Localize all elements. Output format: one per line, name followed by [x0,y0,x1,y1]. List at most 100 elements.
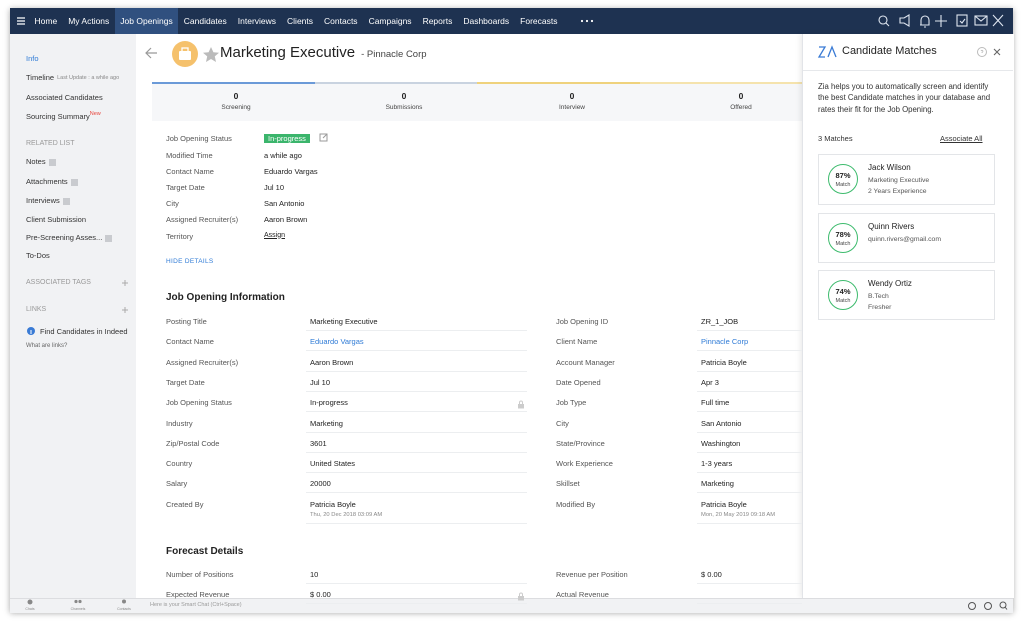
field-label: Contact Name [166,166,214,176]
sidebar-add-icons[interactable] [120,278,130,318]
field-label: Modified By [556,499,596,509]
edit-icon[interactable] [319,133,329,143]
footer-tab[interactable]: Contacts [117,607,131,612]
related-label[interactable]: Attachments [26,177,68,186]
field-value: Apr 3 [701,377,719,387]
nav-item[interactable]: My Actions [68,16,110,26]
section-label: ASSOCIATED TAGS [26,278,91,286]
field-underline [306,472,527,473]
sidebar [10,34,136,598]
match-score: 78% [835,229,851,239]
field-underline [306,330,527,331]
related-label[interactable]: Client Submission [26,215,87,224]
field-label: Date Opened [556,377,601,387]
field-value[interactable]: Pinnacle Corp [701,336,749,346]
field-value[interactable]: Eduardo Vargas [310,336,364,346]
field-underline [697,432,802,433]
field-underline [306,391,527,392]
footer-tab[interactable]: Channels [70,607,86,612]
field-label: Expected Revenue [166,589,230,599]
related-label[interactable]: Pre-Screening Asses... [26,233,103,242]
match-count: 3 Matches [818,133,853,143]
field-underline [697,523,802,524]
candidate-name[interactable]: Quinn Rivers [868,222,915,232]
footer-tab[interactable]: Chats [25,607,35,612]
nav-item[interactable]: Candidates [183,16,227,26]
toggle-details[interactable]: HIDE DETAILS [166,258,214,266]
related-item: Client Submission [26,215,86,225]
nav-item[interactable]: Forecasts [520,16,558,26]
field-value: Aaron Brown [264,214,308,224]
section-label: RELATED LIST [26,139,75,147]
stat-value: 0 [569,90,575,101]
field-label: Account Manager [556,357,615,367]
sidebar-label[interactable]: Sourcing Summary [26,112,90,121]
candidate-detail: Marketing Executive [868,176,930,184]
more-icon[interactable] [580,18,594,24]
footer-icons[interactable] [24,599,134,606]
sidebar-item[interactable]: Sourcing Summary New [26,111,101,122]
related-label[interactable]: Notes [26,157,46,166]
associate-all[interactable]: Associate All [940,133,983,143]
field-value: Eduardo Vargas [264,166,318,176]
chat-input[interactable]: Here is your Smart Chat (Ctrl+Space) [150,601,242,608]
related-label[interactable]: To-Dos [26,251,50,260]
nav-item[interactable]: Campaigns [368,16,412,26]
sidebar-label[interactable]: Info [26,54,39,63]
match-score: 87% [835,170,851,180]
candidate-name[interactable]: Jack Wilson [868,163,911,173]
field-value: United States [310,458,356,468]
field-underline [697,391,802,392]
related-label[interactable]: Interviews [26,196,60,205]
help-link[interactable]: What are links? [26,343,68,350]
candidate-detail: Fresher [868,303,892,311]
lock-icon [518,400,524,409]
nav-item[interactable]: Home [34,16,58,26]
field-label: Actual Revenue [556,589,609,599]
panel-controls[interactable] [976,46,1004,58]
panel-title: Candidate Matches [842,45,937,58]
nav-item[interactable]: Contacts [324,16,358,26]
field-underline [697,603,802,604]
nav-item[interactable]: Interviews [237,16,277,26]
sidebar-item[interactable]: Timeline Last Update : a while ago [26,73,119,83]
sidebar-item[interactable]: Info [26,54,39,64]
record-header: Marketing Executive - Pinnacle Corp [220,44,427,61]
match-card[interactable] [818,213,995,263]
field-underline [306,492,527,493]
nav-item[interactable]: Reports [422,16,453,26]
field-value: San Antonio [701,418,742,428]
panel [802,34,1014,598]
field-value: Jul 10 [264,182,285,192]
nav-item[interactable]: Job Openings [114,8,179,34]
field-label: Country [166,458,193,468]
match-score: 74% [835,286,851,296]
field-label: Posting Title [166,316,207,326]
field-value[interactable]: Assign [264,231,286,239]
field-label: Job Opening ID [556,316,609,326]
nav-item[interactable]: Dashboards [463,16,510,26]
back-arrow[interactable] [143,46,159,60]
nav-icons[interactable] [874,12,1006,30]
footer-tools[interactable] [966,600,1010,611]
match-card[interactable] [818,270,995,320]
sidebar-item[interactable]: Associated Candidates [26,93,103,103]
menu-icon[interactable] [16,16,26,26]
field-label: Work Experience [556,458,613,468]
sidebar-label[interactable]: Associated Candidates [26,93,103,102]
match-score-label: Match [835,181,851,188]
field-label: Contact Name [166,336,214,346]
field-value: Patricia Boyle [701,357,747,367]
link-item[interactable]: Find Candidates in Indeed [40,326,128,336]
field-underline [306,350,527,351]
sidebar-label[interactable]: Timeline [26,73,55,82]
match-card[interactable] [818,154,995,205]
related-item: Attachments [26,177,78,187]
field-label: Territory [166,231,194,241]
nav-item[interactable]: Clients [287,16,314,26]
field-underline [697,492,802,493]
candidate-name[interactable]: Wendy Ortiz [868,279,912,289]
field-value: Marketing [310,418,343,428]
field-underline [697,452,802,453]
